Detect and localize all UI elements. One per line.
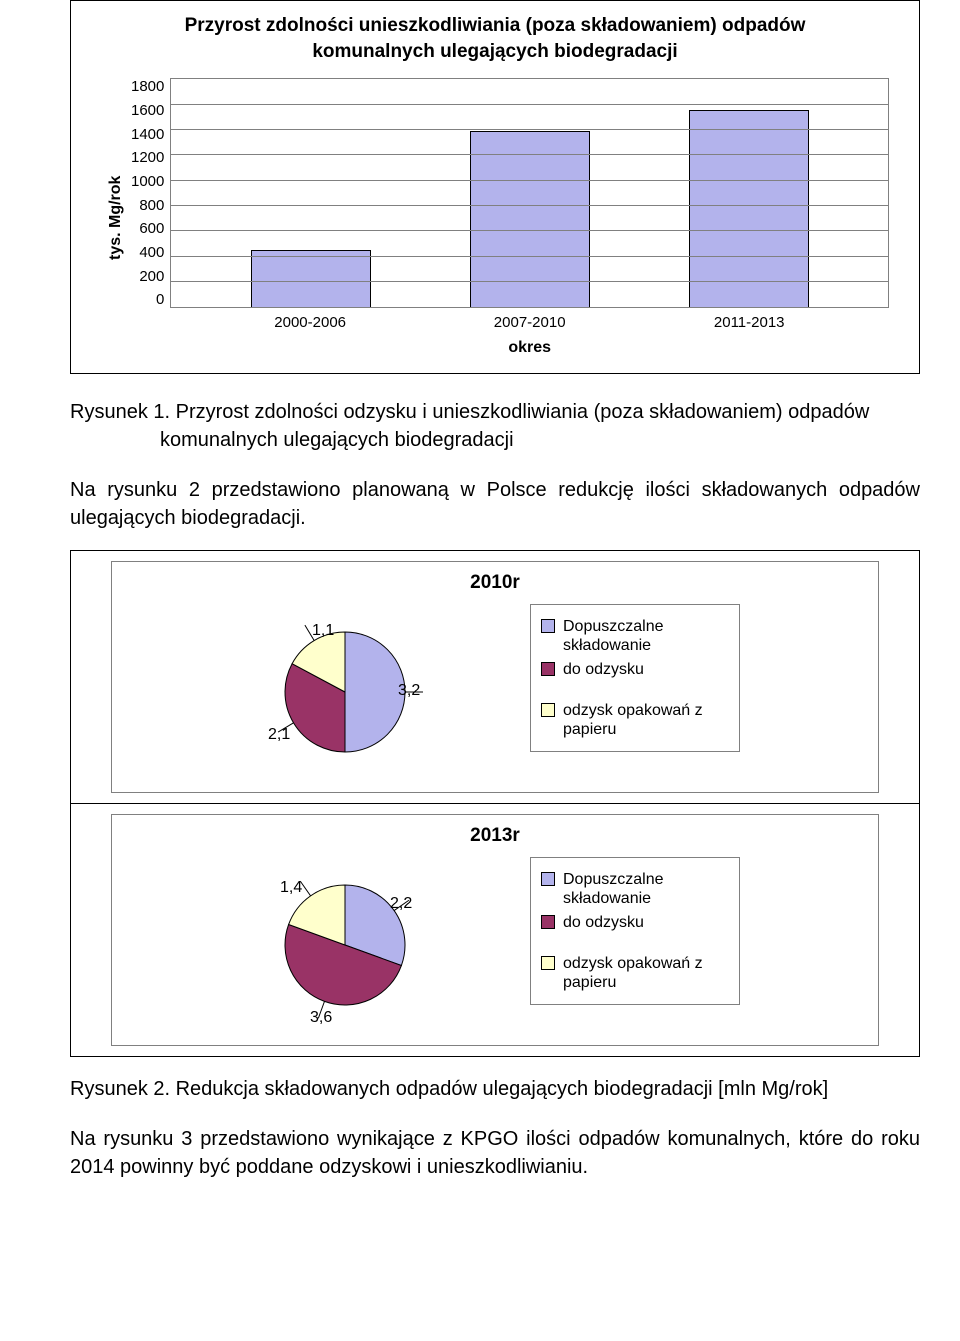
pie-2010-legend: Dopuszczalne składowanie do odzysku odzysk… bbox=[530, 604, 740, 752]
bar-ylabel: tys. Mg/rok bbox=[101, 78, 131, 357]
bar-plot-area bbox=[170, 78, 889, 308]
figure2-caption: Rysunek 2. Redukcja składowanych odpadów… bbox=[70, 1075, 920, 1103]
legend-swatch bbox=[541, 662, 555, 676]
legend-label: odzysk opakowań z papieru bbox=[563, 701, 729, 739]
bar-ytick: 800 bbox=[131, 197, 164, 214]
pie-2010-title: 2010r bbox=[112, 572, 878, 594]
bar-xcat: 2000-2006 bbox=[250, 314, 370, 331]
legend-item: do odzysku bbox=[541, 913, 729, 932]
legend-swatch bbox=[541, 619, 555, 633]
bar-ytick: 400 bbox=[131, 244, 164, 261]
bar-title-line1: Przyrost zdolności unieszkodliwiania (po… bbox=[185, 15, 806, 36]
legend-item: Dopuszczalne składowanie bbox=[541, 870, 729, 908]
pie-data-label: 3,2 bbox=[398, 682, 420, 700]
bar-ytick: 1200 bbox=[131, 149, 164, 166]
paragraph-1: Na rysunku 2 przedstawiono planowaną w P… bbox=[70, 476, 920, 532]
bar-ytick: 1600 bbox=[131, 102, 164, 119]
bar-xcat: 2007-2010 bbox=[470, 314, 590, 331]
bar-title-line2: komunalnych ulegających biodegradacji bbox=[312, 41, 677, 62]
legend-swatch bbox=[541, 915, 555, 929]
legend-item: do odzysku bbox=[541, 660, 729, 679]
pie-slice bbox=[345, 632, 405, 752]
pie-data-label: 1,1 bbox=[312, 622, 334, 640]
legend-swatch bbox=[541, 872, 555, 886]
pie-data-label: 2,2 bbox=[390, 895, 412, 913]
bar-xcat: 2011-2013 bbox=[689, 314, 809, 331]
legend-swatch bbox=[541, 956, 555, 970]
legend-item: Dopuszczalne składowanie bbox=[541, 617, 729, 655]
bar-ytick: 0 bbox=[131, 291, 164, 308]
legend-label: do odzysku bbox=[563, 913, 644, 932]
bar-x-categories: 2000-2006 2007-2010 2011-2013 bbox=[170, 308, 889, 331]
bar-chart-title: Przyrost zdolności unieszkodliwiania (po… bbox=[101, 13, 889, 64]
bar-2011-2013 bbox=[689, 110, 809, 308]
bar-xlabel: okres bbox=[170, 339, 889, 357]
pie-2013-legend: Dopuszczalne składowanie do odzysku odzysk… bbox=[530, 857, 740, 1005]
pie-2013-container: 2013r 2,2 3,6 1,4 Dopuszczalne składowanie… bbox=[70, 804, 920, 1057]
figure1-caption-line2: komunalnych ulegających biodegradacji bbox=[70, 426, 920, 454]
legend-swatch bbox=[541, 703, 555, 717]
pie-2013-title: 2013r bbox=[112, 825, 878, 847]
legend-label: odzysk opakowań z papieru bbox=[563, 954, 729, 992]
legend-label: Dopuszczalne składowanie bbox=[563, 870, 729, 908]
pie-2013-chart: 2,2 3,6 1,4 bbox=[250, 857, 470, 1027]
paragraph-2: Na rysunku 3 przedstawiono wynikające z … bbox=[70, 1125, 920, 1181]
pie-data-label: 2,1 bbox=[268, 726, 290, 744]
pie-2010-container: 2010r 3,2 2,1 1,1 Dopuszczalne składowanie… bbox=[70, 550, 920, 804]
legend-item: odzysk opakowań z papieru bbox=[541, 701, 729, 739]
bar-ytick: 1000 bbox=[131, 173, 164, 190]
bar-ytick: 1800 bbox=[131, 78, 164, 95]
figure1-caption-line1: Rysunek 1. Przyrost zdolności odzysku i … bbox=[70, 401, 869, 423]
legend-label: do odzysku bbox=[563, 660, 644, 679]
pie-data-label: 3,6 bbox=[310, 1009, 332, 1027]
legend-item: odzysk opakowań z papieru bbox=[541, 954, 729, 992]
bar-ytick: 1400 bbox=[131, 126, 164, 143]
figure1-caption: Rysunek 1. Przyrost zdolności odzysku i … bbox=[70, 398, 920, 454]
bar-yaxis: 1800 1600 1400 1200 1000 800 600 400 200 0 bbox=[131, 78, 170, 308]
legend-label: Dopuszczalne składowanie bbox=[563, 617, 729, 655]
bar-ytick: 200 bbox=[131, 268, 164, 285]
bar-2000-2006 bbox=[251, 250, 371, 307]
pie-2010-chart: 3,2 2,1 1,1 bbox=[250, 604, 470, 774]
bar-chart-container: Przyrost zdolności unieszkodliwiania (po… bbox=[70, 0, 920, 374]
pie-data-label: 1,4 bbox=[280, 879, 302, 897]
bar-ytick: 600 bbox=[131, 220, 164, 237]
